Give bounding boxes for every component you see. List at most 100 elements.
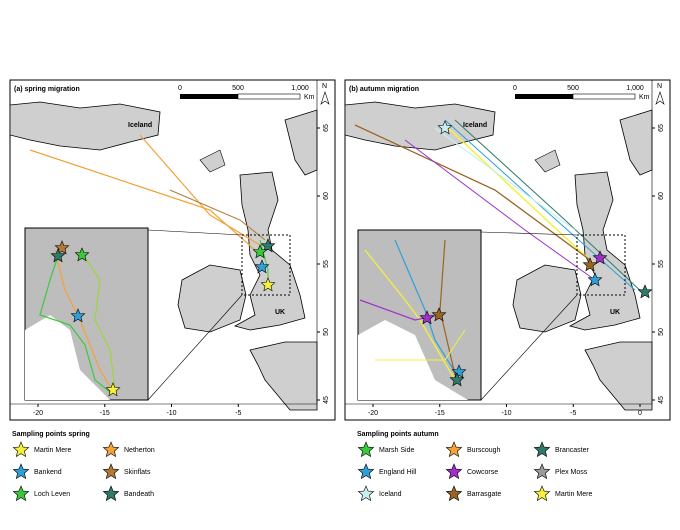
- leader-line: [480, 294, 578, 401]
- site-star: [252, 244, 268, 259]
- site-star: [587, 272, 603, 287]
- north-arrow: [655, 91, 665, 105]
- site-star: [592, 250, 608, 265]
- lat-tick-label: 50: [658, 328, 665, 336]
- track: [354, 124, 591, 261]
- north-label: N: [322, 83, 327, 90]
- leader-line: [480, 231, 578, 236]
- inset-box: [241, 234, 291, 296]
- legend-star: [445, 463, 463, 480]
- north-label: N: [657, 83, 662, 90]
- place-label: Iceland: [463, 122, 487, 129]
- site-star: [74, 247, 90, 262]
- site-star: [582, 257, 598, 272]
- scale-bar: [237, 93, 301, 100]
- site-star: [451, 364, 467, 379]
- scale-label: 500: [567, 85, 579, 92]
- scale-bar: [515, 94, 573, 99]
- scale-unit: Km: [304, 94, 315, 101]
- legend-label: England Hill: [379, 469, 417, 476]
- lat-tick-label: 55: [323, 260, 330, 268]
- legend-star: [533, 463, 551, 480]
- legend-star: [12, 463, 30, 480]
- site-star: [50, 248, 66, 263]
- lon-tick-label: -10: [501, 410, 511, 417]
- lon-tick-label: -15: [100, 410, 110, 417]
- lon-tick-label: 0: [638, 410, 642, 417]
- lon-tick-label: -15: [435, 410, 445, 417]
- track: [394, 239, 461, 381]
- place-label: Iceland: [128, 122, 152, 129]
- legend-label: Cowcorse: [467, 469, 498, 476]
- track: [79, 249, 116, 391]
- lat-tick-label: 60: [658, 192, 665, 200]
- inset-box: [576, 234, 626, 296]
- track: [404, 139, 596, 281]
- site-star: [254, 259, 270, 274]
- map-panel: (a) spring migration 0 500 1,000 Km N Iceland U…: [9, 79, 336, 421]
- lon-tick-label: -20: [368, 410, 378, 417]
- legend-label: Marsh Side: [379, 447, 415, 454]
- site-star: [431, 307, 447, 322]
- legend-label: Burscough: [467, 447, 501, 454]
- scale-label: 0: [513, 85, 517, 92]
- lat-tick-label: 45: [658, 396, 665, 404]
- legend-star: [102, 463, 120, 480]
- place-label: UK: [610, 309, 620, 316]
- legend-title: Sampling points autumn: [357, 431, 439, 438]
- legend-star: [357, 441, 375, 458]
- track: [169, 189, 266, 241]
- scale-bar: [572, 93, 636, 100]
- legend-star: [12, 441, 30, 458]
- map-panel: (b) autumn migration 0 500 1,000KmNIcelandU…: [344, 79, 671, 421]
- scale-bar: [180, 94, 238, 99]
- legend-star: [102, 485, 120, 502]
- panel-title: (b) autumn migration: [349, 86, 419, 93]
- legend-label: Martin Mere: [34, 447, 71, 454]
- site-star: [260, 238, 276, 253]
- scale-label: 1,000: [291, 85, 309, 92]
- legend-label: Loch Leven: [34, 491, 70, 498]
- lon-tick-label: -10: [166, 410, 176, 417]
- legend-label: Barrasgate: [467, 491, 501, 498]
- lon-tick-label: -20: [33, 410, 43, 417]
- track: [444, 124, 596, 266]
- lat-tick-label: 45: [323, 396, 330, 404]
- track: [444, 119, 636, 291]
- legend-star: [533, 485, 551, 502]
- leader-line: [147, 294, 243, 401]
- track: [39, 249, 111, 393]
- track: [29, 149, 256, 251]
- legend-label: Skinflats: [124, 469, 151, 476]
- lat-tick-label: 60: [323, 192, 330, 200]
- leader-line: [147, 229, 243, 236]
- site-star: [637, 284, 653, 299]
- legend-label: Martin Mere: [555, 491, 592, 498]
- scale-label: 500: [232, 85, 244, 92]
- site-star: [449, 372, 465, 387]
- track: [375, 329, 466, 361]
- place-label: UK: [275, 309, 285, 316]
- site-star: [105, 382, 121, 397]
- lat-tick-label: 65: [658, 124, 665, 132]
- site-star: [419, 310, 435, 325]
- legend-label: Netherton: [124, 447, 155, 454]
- legend-label: Bankend: [34, 469, 62, 476]
- legend-title: Sampling points spring: [12, 431, 90, 438]
- legend-star: [12, 485, 30, 502]
- scale-label: 0: [178, 85, 182, 92]
- legend-label: Brancaster: [555, 447, 590, 454]
- legend-star: [102, 441, 120, 458]
- site-star: [437, 120, 453, 135]
- legend-star: [357, 485, 375, 502]
- legend-star: [445, 485, 463, 502]
- legend-star: [533, 441, 551, 458]
- legend-star: [357, 463, 375, 480]
- lat-tick-label: 55: [658, 260, 665, 268]
- site-star: [260, 277, 276, 292]
- track: [454, 119, 646, 296]
- panel-title: (a) spring migration: [14, 86, 80, 93]
- north-arrow: [320, 91, 330, 105]
- legend-label: Iceland: [379, 491, 402, 498]
